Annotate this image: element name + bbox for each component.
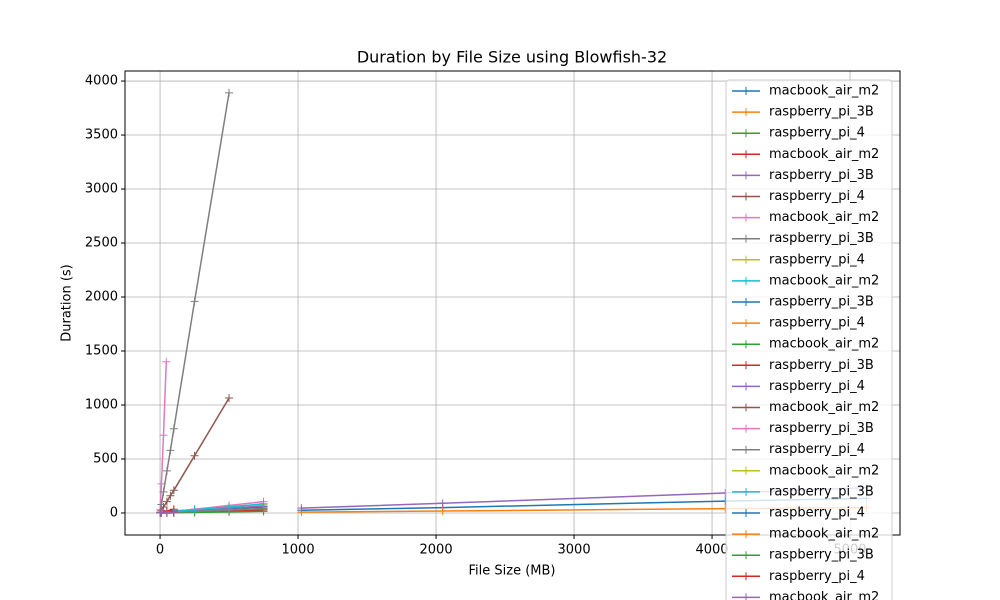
point-marker bbox=[162, 508, 171, 517]
point-marker bbox=[157, 500, 166, 509]
legend-marker bbox=[742, 129, 750, 138]
y-tick-label: 3500 bbox=[85, 128, 118, 143]
legend-marker bbox=[742, 213, 750, 222]
x-tick-label: 1000 bbox=[282, 543, 315, 558]
point-marker bbox=[159, 487, 168, 496]
x-tick-label: 4000 bbox=[695, 543, 728, 558]
legend-marker bbox=[742, 424, 750, 433]
legend-marker bbox=[742, 487, 750, 496]
legend-marker bbox=[742, 319, 750, 328]
legend-label: raspberry_pi_3B bbox=[769, 358, 874, 373]
y-tick-label: 2500 bbox=[85, 236, 118, 251]
legend-label: raspberry_pi_3B bbox=[769, 548, 874, 563]
legend-box bbox=[725, 79, 893, 600]
point-marker bbox=[259, 499, 268, 508]
legend-marker bbox=[742, 593, 750, 600]
legend-marker bbox=[742, 234, 750, 243]
legend-marker bbox=[742, 361, 750, 370]
y-tick-label: 4000 bbox=[85, 74, 118, 89]
chart-title: Duration by File Size using Blowfish-32 bbox=[357, 48, 667, 67]
point-marker bbox=[162, 466, 171, 475]
y-tick-label: 3000 bbox=[85, 182, 118, 197]
legend-marker bbox=[742, 509, 750, 517]
point-marker bbox=[169, 424, 178, 433]
legend-marker bbox=[742, 382, 750, 391]
x-tick-label: 3000 bbox=[558, 543, 591, 558]
legend-marker bbox=[742, 340, 750, 349]
y-tick-label: 1500 bbox=[85, 343, 118, 358]
legend-marker bbox=[742, 530, 750, 539]
legend-label: macbook_air_m2 bbox=[769, 84, 879, 99]
point-marker bbox=[166, 491, 175, 500]
point-marker bbox=[438, 499, 447, 508]
y-tick-label: 0 bbox=[110, 505, 118, 520]
legend-label: raspberry_pi_4 bbox=[769, 379, 865, 394]
legend-label: raspberry_pi_3B bbox=[769, 105, 874, 120]
legend-label: raspberry_pi_4 bbox=[769, 569, 865, 584]
y-tick-label: 2000 bbox=[85, 290, 118, 305]
legend-label: raspberry_pi_4 bbox=[769, 316, 865, 331]
legend-label: macbook_air_m2 bbox=[769, 273, 879, 288]
legend-label: macbook_air_m2 bbox=[769, 463, 879, 478]
legend-marker bbox=[742, 192, 750, 201]
legend-marker bbox=[742, 551, 750, 560]
point-marker bbox=[166, 446, 175, 455]
legend-label: macbook_air_m2 bbox=[769, 147, 879, 162]
legend-label: macbook_air_m2 bbox=[769, 210, 879, 225]
point-marker bbox=[297, 504, 306, 513]
point-marker bbox=[162, 497, 171, 506]
point-marker bbox=[225, 88, 234, 97]
point-marker bbox=[159, 431, 168, 440]
x-axis-label: File Size (MB) bbox=[469, 564, 556, 579]
legend: macbook_air_m2 raspberry_pi_3B raspberry_p… bbox=[725, 79, 893, 600]
legend-marker bbox=[742, 276, 750, 285]
legend-label: macbook_air_m2 bbox=[769, 527, 879, 542]
x-tick-label: 2000 bbox=[420, 543, 453, 558]
point-marker bbox=[162, 357, 171, 366]
legend-marker bbox=[742, 150, 750, 159]
x-tick-label: 0 bbox=[156, 543, 164, 558]
legend-label: raspberry_pi_3B bbox=[769, 231, 874, 246]
legend-marker bbox=[742, 171, 750, 180]
point-marker bbox=[225, 393, 234, 402]
point-marker bbox=[190, 505, 199, 514]
plot-frame bbox=[124, 70, 901, 536]
legend-label: raspberry_pi_4 bbox=[769, 506, 865, 521]
point-marker bbox=[190, 451, 199, 460]
legend-label: macbook_air_m2 bbox=[769, 400, 879, 415]
y-tick-label: 1000 bbox=[85, 397, 118, 412]
legend-label: macbook_air_m2 bbox=[769, 337, 879, 352]
plot-lines bbox=[156, 88, 871, 517]
legend-marker bbox=[742, 466, 750, 475]
legend-marker bbox=[742, 298, 750, 306]
series-line bbox=[159, 361, 168, 510]
legend-label: raspberry_pi_4 bbox=[769, 252, 865, 267]
y-tick-label: 500 bbox=[93, 451, 118, 466]
legend-marker bbox=[742, 255, 750, 264]
legend-marker bbox=[742, 403, 750, 412]
legend-label: raspberry_pi_3B bbox=[769, 421, 874, 436]
point-marker bbox=[438, 507, 447, 516]
legend-marker bbox=[742, 87, 750, 95]
y-axis-label: Duration (s) bbox=[60, 264, 75, 342]
legend-label: raspberry_pi_3B bbox=[769, 168, 874, 183]
legend-label: raspberry_pi_4 bbox=[769, 189, 865, 204]
legend-marker bbox=[742, 572, 750, 581]
legend-label: raspberry_pi_3B bbox=[769, 484, 874, 499]
legend-label: raspberry_pi_4 bbox=[769, 126, 865, 141]
point-marker bbox=[169, 508, 178, 517]
point-marker bbox=[225, 503, 234, 512]
point-marker bbox=[190, 297, 199, 306]
legend-marker bbox=[742, 108, 750, 117]
legend-label: raspberry_pi_4 bbox=[769, 442, 865, 457]
point-marker bbox=[169, 486, 178, 495]
ticks: 0100020003000400050000500100015002000250… bbox=[85, 74, 867, 558]
legend-label: macbook_air_m2 bbox=[769, 590, 879, 600]
legend-marker bbox=[742, 445, 750, 454]
legend-label: raspberry_pi_3B bbox=[769, 295, 874, 310]
